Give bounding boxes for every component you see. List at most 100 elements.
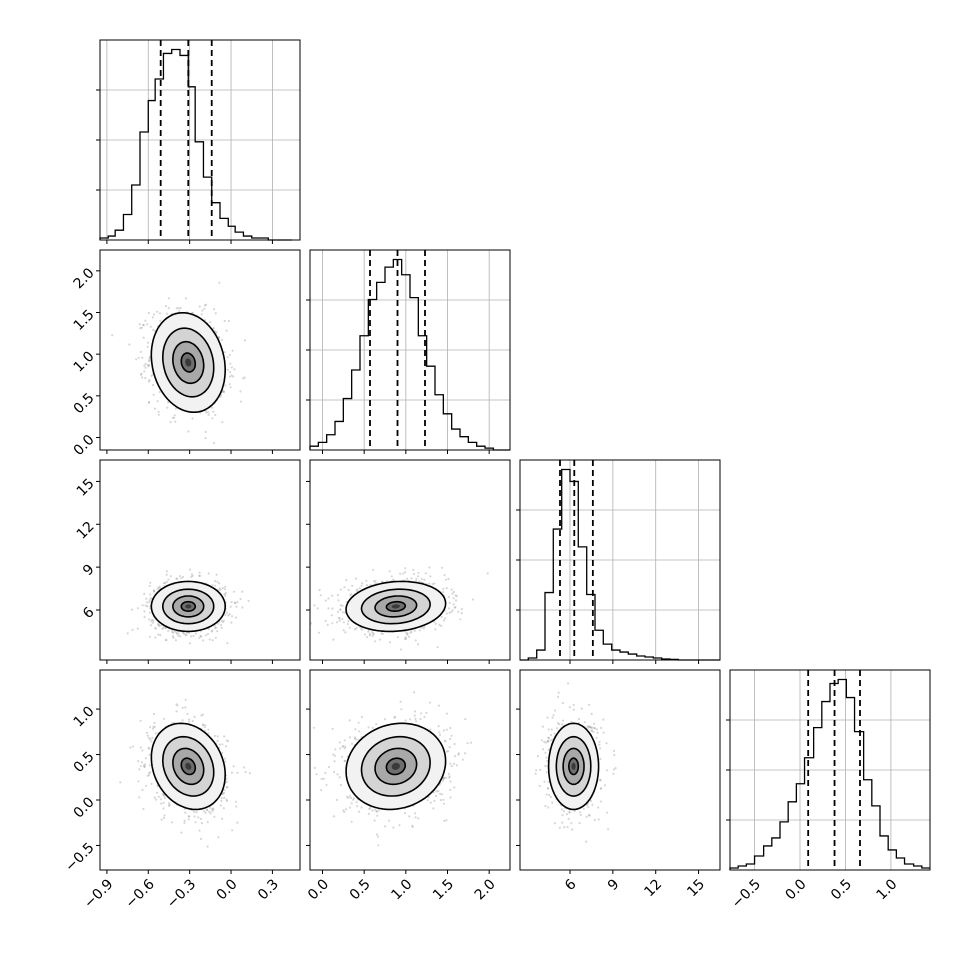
panel-frame xyxy=(99,249,301,451)
scatter-point xyxy=(148,611,151,614)
scatter-point xyxy=(310,622,313,625)
histogram-step xyxy=(99,48,292,241)
scatter-point xyxy=(346,622,349,626)
scatter-point xyxy=(230,621,233,624)
contour-line xyxy=(172,340,205,385)
scatter-point xyxy=(351,742,354,745)
scatter-point xyxy=(149,325,152,328)
scatter-point xyxy=(414,717,417,721)
scatter-point xyxy=(360,584,363,587)
scatter-point xyxy=(226,642,229,645)
scatter-point xyxy=(141,356,144,359)
scatter-point xyxy=(224,594,227,597)
scatter-point xyxy=(199,574,202,578)
scatter-point xyxy=(158,312,161,315)
scatter-point xyxy=(428,582,431,585)
scatter-point xyxy=(147,380,151,383)
scatter-point xyxy=(448,607,451,610)
scatter-point xyxy=(175,631,178,634)
scatter-point xyxy=(445,587,448,590)
scatter-point xyxy=(224,592,227,595)
scatter-point xyxy=(183,632,186,636)
scatter-point xyxy=(138,796,141,799)
scatter-point xyxy=(445,612,448,615)
scatter-point xyxy=(207,732,210,735)
scatter-point xyxy=(214,413,217,417)
scatter-point xyxy=(448,601,451,605)
scatter-point xyxy=(345,579,348,582)
scatter-point xyxy=(396,636,399,639)
scatter-point xyxy=(151,383,155,387)
scatter-point xyxy=(354,628,357,631)
scatter-point xyxy=(141,749,144,752)
scatter-point xyxy=(187,815,191,818)
scatter-point xyxy=(324,619,327,623)
scatter-point xyxy=(139,373,143,376)
scatter-point xyxy=(342,809,345,812)
scatter-point xyxy=(450,610,453,614)
scatter-point xyxy=(223,796,226,799)
scatter-point xyxy=(356,804,359,808)
scatter-point xyxy=(244,770,247,774)
scatter-point xyxy=(221,620,224,624)
scatter-point xyxy=(223,593,226,596)
scatter-point xyxy=(198,305,201,308)
scatter-point xyxy=(223,351,226,354)
scatter-point xyxy=(378,638,381,641)
scatter-point xyxy=(218,281,221,284)
scatter-point xyxy=(241,590,244,593)
scatter-point xyxy=(214,626,217,630)
scatter-point xyxy=(194,632,197,635)
scatter-point xyxy=(365,584,369,587)
scatter-point xyxy=(388,570,391,573)
scatter-point xyxy=(201,724,204,727)
scatter-point xyxy=(454,605,457,609)
scatter-point xyxy=(343,586,346,589)
scatter-point xyxy=(361,628,364,631)
scatter-point xyxy=(341,611,344,614)
scatter-point xyxy=(447,577,450,581)
scatter-point xyxy=(348,719,351,722)
scatter-point xyxy=(212,808,215,811)
scatter-point xyxy=(184,706,187,709)
scatter-point xyxy=(366,636,369,639)
scatter-point xyxy=(211,629,214,632)
scatter-point xyxy=(228,613,231,616)
scatter-point xyxy=(358,587,361,590)
scatter-point xyxy=(354,736,357,739)
scatter-point xyxy=(151,618,154,621)
scatter-point xyxy=(151,736,154,740)
scatter-point xyxy=(348,626,351,629)
scatter-point xyxy=(147,363,150,366)
scatter-point xyxy=(227,319,230,322)
scatter-point xyxy=(142,323,145,326)
scatter-point xyxy=(356,588,359,591)
scatter-point xyxy=(214,584,217,587)
scatter-point xyxy=(191,417,194,420)
scatter-point xyxy=(200,313,203,316)
scatter-point xyxy=(152,393,155,396)
scatter-point xyxy=(453,762,456,766)
scatter-point xyxy=(404,636,407,639)
scatter-point xyxy=(223,735,226,738)
scatter-point xyxy=(207,411,210,414)
scatter-point xyxy=(442,587,445,591)
scatter-point xyxy=(167,629,170,632)
scatter-point xyxy=(374,640,377,643)
scatter-point xyxy=(162,626,165,630)
scatter-point xyxy=(190,573,193,576)
scatter-point xyxy=(126,632,129,635)
scatter-point xyxy=(347,589,350,592)
scatter-point xyxy=(204,729,207,732)
scatter-point xyxy=(169,575,172,578)
scatter-point xyxy=(159,634,162,637)
scatter-point xyxy=(211,584,214,587)
scatter-point xyxy=(336,593,339,597)
scatter-point xyxy=(206,821,209,824)
scatter-point xyxy=(161,793,164,796)
scatter-point xyxy=(158,390,161,394)
scatter-point xyxy=(167,297,170,300)
scatter-point xyxy=(156,310,159,313)
scatter-point xyxy=(152,313,156,316)
scatter-point xyxy=(231,349,234,352)
